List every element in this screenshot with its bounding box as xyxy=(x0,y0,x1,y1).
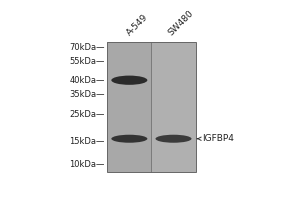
Bar xyxy=(107,42,152,172)
Text: 25kDa—: 25kDa— xyxy=(70,110,105,119)
Ellipse shape xyxy=(111,135,147,143)
Ellipse shape xyxy=(155,135,191,143)
Text: 40kDa—: 40kDa— xyxy=(70,76,105,85)
Text: A-549: A-549 xyxy=(125,12,150,37)
Bar xyxy=(152,42,196,172)
Ellipse shape xyxy=(111,76,147,85)
Text: 15kDa—: 15kDa— xyxy=(70,137,105,146)
Bar xyxy=(107,42,196,172)
Text: 70kDa—: 70kDa— xyxy=(69,43,105,52)
Text: 55kDa—: 55kDa— xyxy=(70,57,105,66)
Text: IGFBP4: IGFBP4 xyxy=(202,134,235,143)
Text: 10kDa—: 10kDa— xyxy=(70,160,105,169)
Text: 35kDa—: 35kDa— xyxy=(69,90,105,99)
Text: SW480: SW480 xyxy=(167,8,195,37)
